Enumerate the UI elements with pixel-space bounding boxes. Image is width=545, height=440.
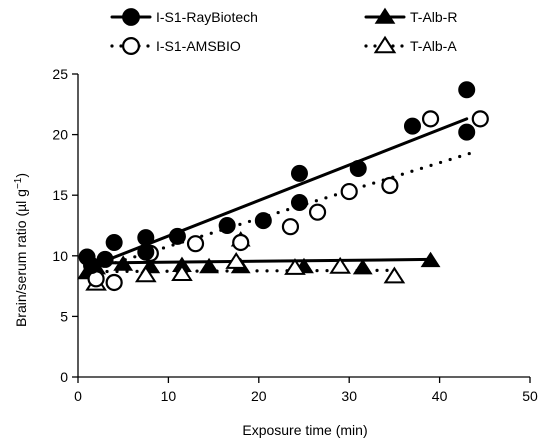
- legend-marker-i-s1-raybiotech: [122, 8, 140, 26]
- data-point-t-alb-r: [199, 257, 219, 274]
- data-point-t-alb-a: [171, 264, 193, 281]
- data-point-i-s1-amsbio: [421, 110, 440, 128]
- data-point-i-s1-amsbio: [340, 182, 358, 201]
- fit-line-t-alb-a: [85, 268, 396, 274]
- data-point-i-s1-raybiotech: [458, 123, 476, 141]
- legend-label-t-alb-r: T-Alb-R: [410, 9, 457, 25]
- data-point-t-alb-a: [383, 266, 406, 284]
- data-point-i-s1-amsbio: [381, 176, 399, 195]
- fit-line-t-alb-r: [85, 257, 433, 265]
- x-tick-label: 50: [522, 388, 538, 404]
- x-tick-label: 0: [74, 388, 82, 404]
- data-markers: [77, 81, 489, 292]
- legend-label-i-s1-raybiotech: I-S1-RayBiotech: [156, 9, 258, 25]
- data-point-t-alb-a: [284, 258, 306, 275]
- x-axis-label: Exposure time (min): [242, 422, 367, 438]
- data-point-i-s1-amsbio: [471, 110, 489, 128]
- data-point-i-s1-amsbio: [232, 233, 250, 252]
- y-tick-label: 10: [52, 248, 68, 264]
- legend-marker-t-alb-a: [373, 35, 397, 54]
- data-point-i-s1-raybiotech: [458, 81, 476, 99]
- y-tick-label: 5: [60, 308, 68, 324]
- x-tick-label: 30: [341, 388, 357, 404]
- data-point-i-s1-amsbio: [281, 218, 300, 236]
- data-point-t-alb-a: [329, 256, 351, 274]
- data-point-i-s1-raybiotech: [290, 164, 308, 182]
- data-point-i-s1-raybiotech: [290, 193, 308, 211]
- fit-line-i-s1-amsbio: [85, 149, 478, 274]
- data-point-t-alb-r: [352, 258, 373, 275]
- data-point-t-alb-a: [134, 265, 157, 283]
- data-point-i-s1-raybiotech: [254, 212, 272, 230]
- data-point-i-s1-raybiotech: [403, 117, 421, 135]
- data-point-i-s1-raybiotech: [137, 243, 155, 261]
- x-tick-label: 40: [432, 388, 448, 404]
- y-axis-label: Brain/serum ratio (µl g−1): [13, 173, 29, 327]
- axes: 0 10 20 30 40 50 0 5 10 15 20 25: [52, 66, 538, 404]
- legend-label-i-s1-amsbio: I-S1-AMSBIO: [156, 38, 241, 54]
- data-point-i-s1-amsbio: [308, 203, 327, 221]
- data-point-i-s1-raybiotech: [96, 250, 114, 268]
- legend-label-t-alb-a: T-Alb-A: [410, 38, 457, 54]
- data-point-i-s1-amsbio: [105, 273, 123, 292]
- data-point-t-alb-r: [113, 255, 134, 271]
- y-tick-label: 20: [52, 127, 68, 143]
- data-point-t-alb-a: [225, 252, 248, 269]
- y-tick-label: 0: [60, 369, 68, 385]
- legend-marker-i-s1-amsbio: [122, 37, 140, 55]
- data-point-i-s1-raybiotech: [218, 217, 236, 234]
- legend: I-S1-RayBiotech T-Alb-R I-S1-AMSBIO T-Alb-A: [110, 7, 457, 55]
- y-axis-label-main: Brain/serum ratio (µl g: [13, 189, 29, 327]
- data-point-i-s1-amsbio: [186, 235, 205, 253]
- x-tick-label: 10: [161, 388, 177, 404]
- data-point-i-s1-raybiotech: [137, 229, 155, 247]
- data-point-t-alb-r: [420, 251, 441, 268]
- legend-marker-t-alb-r: [374, 7, 396, 24]
- data-point-i-s1-raybiotech: [349, 160, 367, 178]
- y-tick-label: 15: [52, 187, 68, 203]
- y-axis-label-close: ): [13, 173, 29, 178]
- y-axis-label-superscript: −1: [13, 177, 24, 189]
- data-point-i-s1-raybiotech: [168, 227, 186, 245]
- x-tick-label: 20: [251, 388, 267, 404]
- y-tick-label: 25: [52, 66, 68, 82]
- data-point-i-s1-raybiotech: [105, 233, 123, 251]
